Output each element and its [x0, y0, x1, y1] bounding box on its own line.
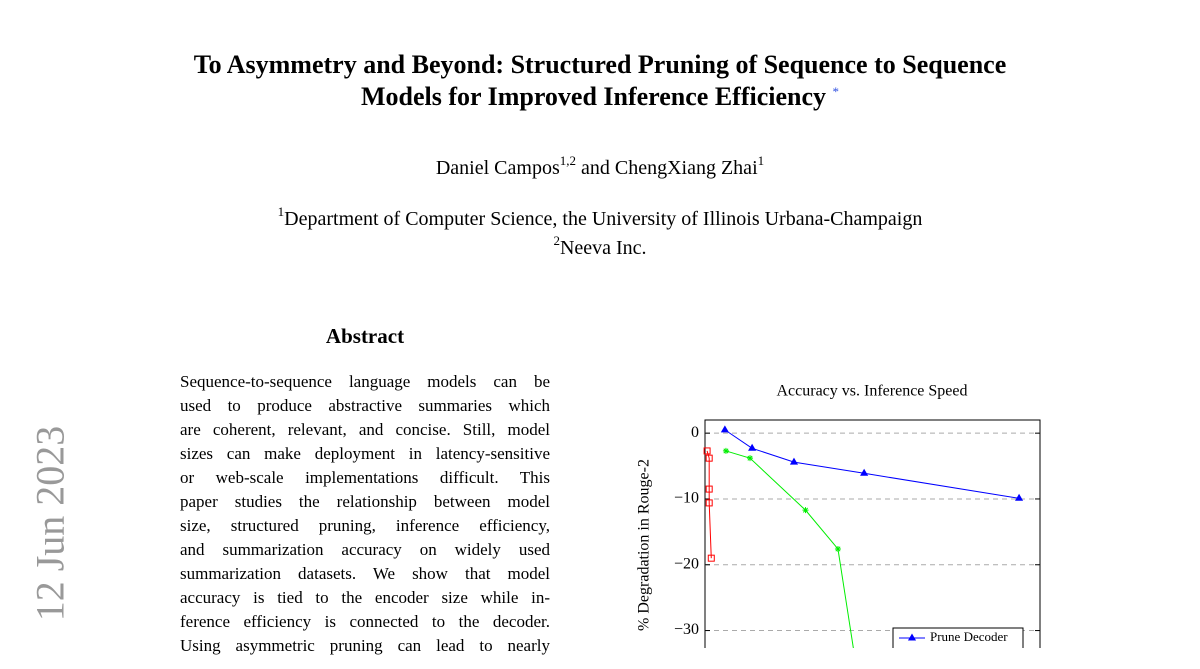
abstract-line: Using asymmetric pruning can lead to nea…	[180, 636, 550, 655]
affiliation: 1Department of Computer Science, the Uni…	[0, 204, 1200, 231]
marker	[907, 633, 917, 641]
y-tick-label: −30	[674, 621, 699, 638]
abstract-line: summarization datasets. We show that mod…	[180, 564, 550, 583]
affiliation: 2Neeva Inc.	[0, 233, 1200, 260]
author: ChengXiang Zhai	[614, 157, 758, 179]
affil-mark: 1	[757, 153, 765, 168]
abstract-line: ference efficiency is connected to the d…	[180, 612, 550, 631]
abstract-line: size, structured pruning, inference effi…	[180, 516, 550, 535]
title-line: Models for Improved Inference Efficiency…	[0, 82, 1200, 112]
page: To Asymmetry and Beyond: Structured Prun…	[0, 50, 1200, 655]
authors: Daniel Campos1,2 and ChengXiang Zhai1	[0, 153, 1200, 180]
marker	[789, 457, 799, 465]
abstract-line: or web-scale implementations difficult. …	[180, 468, 550, 487]
author: Daniel Campos	[435, 157, 560, 179]
y-tick-label: −10	[674, 490, 699, 507]
marker	[707, 554, 715, 562]
legend-box	[892, 627, 1024, 648]
affil-mark: 1,2	[559, 153, 576, 168]
abstract-line: used to produce abstractive summaries wh…	[180, 396, 550, 415]
affil-text: Neeva Inc.	[559, 237, 647, 259]
title-line: To Asymmetry and Beyond: Structured Prun…	[193, 50, 1007, 79]
y-tick-label: −20	[674, 555, 699, 572]
marker	[860, 468, 869, 476]
footnote-mark[interactable]: *	[832, 84, 840, 99]
marker	[802, 507, 809, 514]
chart-title: Accuracy vs. Inference Speed	[776, 383, 967, 400]
marker	[705, 454, 713, 462]
marker	[705, 499, 713, 507]
abstract-heading: Abstract	[325, 324, 405, 348]
marker	[747, 455, 754, 462]
marker	[834, 545, 841, 552]
marker	[720, 425, 729, 433]
legend-label: Prune Decoder	[930, 629, 1008, 644]
abstract-line: Sequence-to-sequence language models can…	[180, 372, 550, 391]
author-sep: and	[580, 157, 610, 179]
abstract-line: are coherent, relevant, and concise. Sti…	[180, 420, 550, 439]
marker	[703, 447, 711, 455]
affil-mark: 1	[277, 204, 285, 219]
plot-area	[704, 419, 1041, 648]
abstract-line: accuracy is tied to the encoder size whi…	[180, 588, 550, 607]
y-tick-label: 0	[691, 424, 699, 441]
affil-text: Department of Computer Science, the Univ…	[284, 208, 923, 230]
marker	[748, 443, 757, 451]
abstract-line: sizes can make deployment in latency-sen…	[180, 444, 550, 463]
arxiv-stamp: 12 Jun 2023	[27, 425, 73, 622]
title-text: Models for Improved Inference Efficiency	[360, 82, 827, 111]
y-axis-label: % Degradation in Rouge-2	[636, 459, 653, 631]
affil-mark: 2	[553, 233, 560, 248]
marker	[705, 485, 713, 493]
legend: Prune Decoder	[892, 627, 1024, 648]
chart: Accuracy vs. Inference Speed % Degradati…	[636, 383, 1041, 648]
marker	[1014, 493, 1024, 501]
abstract-line: paper studies the relationship between m…	[180, 492, 550, 511]
series-line	[724, 429, 1020, 499]
marker	[722, 447, 729, 454]
abstract-line: and summarization accuracy on widely use…	[180, 540, 550, 559]
series-line	[706, 450, 712, 559]
